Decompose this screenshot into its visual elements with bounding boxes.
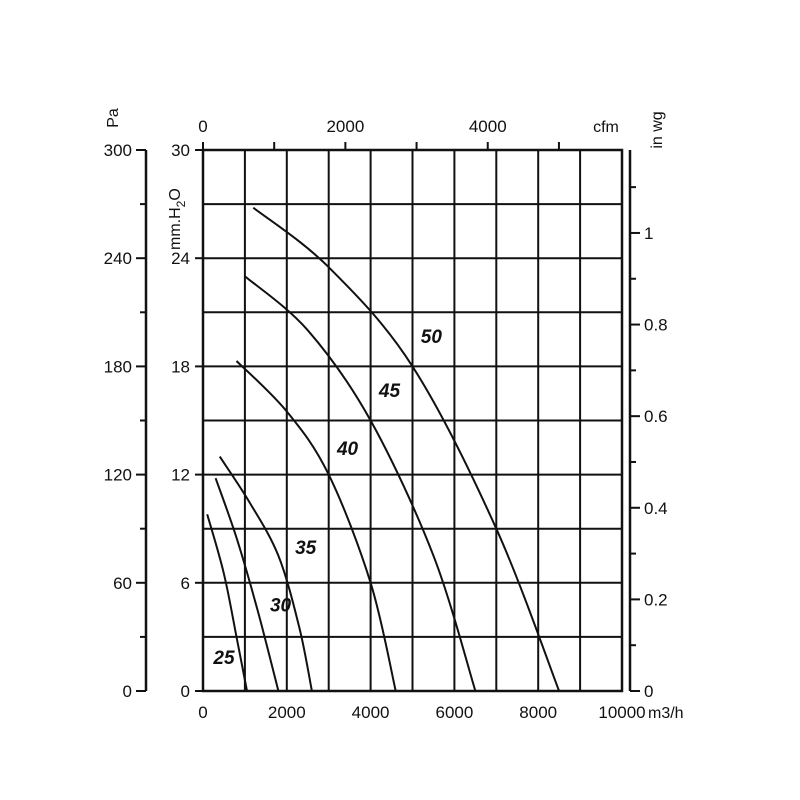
y2-tick-label: 300 [104, 141, 132, 160]
y3-tick-label: 1 [644, 224, 653, 243]
y2-tick-label: 120 [104, 466, 132, 485]
y3-tick-label: 0.6 [644, 407, 668, 426]
fan-curve-50 [252, 206, 561, 692]
x2-tick-label: 2000 [326, 117, 364, 136]
fan-curve-40 [235, 360, 397, 692]
y2-axis-unit-label: Pa [105, 108, 122, 128]
y-axis-unit-label: mm.H2O [167, 188, 188, 250]
grid [201, 148, 624, 693]
curve-label-30: 30 [270, 596, 292, 617]
x-tick-label: 4000 [352, 703, 390, 722]
x-tick-label: 6000 [435, 703, 473, 722]
curve-label-45: 45 [378, 381, 401, 402]
fan-curve-35 [218, 456, 313, 692]
curve-label-25: 25 [212, 648, 235, 669]
y2-tick-label: 240 [104, 249, 132, 268]
y-tick-label: 6 [181, 574, 190, 593]
x-tick-label: 10000 [598, 703, 645, 722]
x2-tick-label: 4000 [469, 117, 507, 136]
axes [136, 142, 640, 692]
y3-tick-label: 0 [644, 682, 653, 701]
curve-label-35: 35 [295, 538, 317, 559]
y3-axis-unit-label: in wg [649, 111, 666, 148]
x-axis-unit-label: m3/h [648, 705, 684, 722]
y2-tick-label: 180 [104, 357, 132, 376]
y3-tick-label: 0.2 [644, 590, 668, 609]
y-tick-label: 0 [181, 682, 190, 701]
y3-tick-label: 0.8 [644, 316, 668, 335]
y2-tick-label: 60 [113, 574, 132, 593]
fan-curve-45 [244, 275, 477, 692]
curves [206, 206, 561, 692]
fan-curve-30 [214, 477, 280, 692]
x-tick-label: 2000 [268, 703, 306, 722]
fan-curve-25 [206, 514, 248, 692]
x2-axis-unit-label: cfm [593, 119, 619, 136]
x-tick-label: 0 [198, 703, 207, 722]
y2-tick-label: 0 [123, 682, 132, 701]
y-tick-label: 30 [171, 141, 190, 160]
labels: 0 2000 4000 6000 8000 10000 m3/h0 2000 4000 cfm06… [104, 108, 684, 722]
y-tick-label: 24 [171, 249, 190, 268]
y-tick-label: 18 [171, 357, 190, 376]
curve-label-50: 50 [421, 327, 443, 348]
y3-tick-label: 0.4 [644, 499, 668, 518]
plot-frame [201, 148, 624, 693]
curve-label-40: 40 [336, 439, 359, 460]
x-tick-label: 8000 [519, 703, 557, 722]
y-tick-label: 12 [171, 466, 190, 485]
x2-tick-label: 0 [198, 117, 207, 136]
